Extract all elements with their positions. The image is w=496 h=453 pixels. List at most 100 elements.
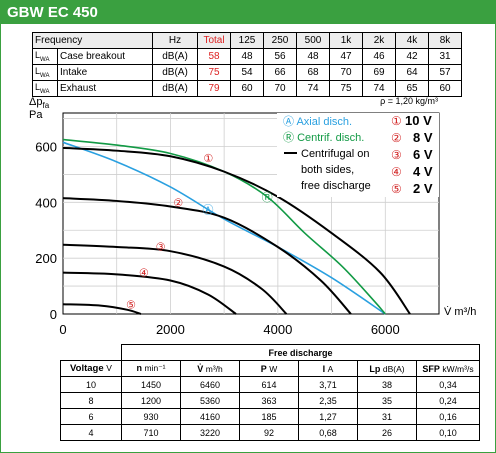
perf-cell: 1,27 <box>298 408 358 425</box>
noise-row-symbol: LWA <box>32 80 58 97</box>
curve-marker-icon: Ⓐ <box>203 203 214 216</box>
curve-labels: Ⓐ Ⓡ ① ② ③ ④ ⑤ <box>126 152 273 312</box>
noise-header-250: 250 <box>263 32 297 49</box>
x-tick-label: 0 <box>59 322 66 337</box>
legend-voltages: ① 10 V ② 8 V ③ 6 V ④ 4 V ⑤ 2 V <box>391 113 433 196</box>
perf-cell: 31 <box>357 408 417 425</box>
curve-marker-icon: ① <box>203 152 213 165</box>
y-tick-label: 0 <box>50 307 57 322</box>
noise-header-total: Total <box>197 32 231 49</box>
perf-empty-corner <box>60 344 122 361</box>
series-line-5 <box>62 303 142 315</box>
series-line-A <box>62 141 386 315</box>
curve-marker-icon: ② <box>173 197 183 210</box>
perf-cell: 92 <box>239 424 299 441</box>
voltage-marker-icon: ③ <box>391 148 402 162</box>
perf-cell: 614 <box>239 376 299 393</box>
perf-cell: 38 <box>357 376 417 393</box>
perf-group-row: Free discharge <box>60 344 480 361</box>
performance-table: Free discharge Voltage V n min⁻¹ V̇ m³/h… <box>60 344 480 441</box>
legend-box <box>277 113 439 197</box>
legend-free-line1: Centrifugal on <box>301 148 370 160</box>
curve-marker-icon: ⑤ <box>126 298 136 311</box>
legend-free-line2: both sides, <box>301 164 354 176</box>
perf-header-voltage: Voltage V <box>60 360 122 377</box>
perf-cell: 6 <box>60 408 122 425</box>
chart-ticks: 0 2000 4000 6000 0 200 400 600 <box>35 140 399 338</box>
y-tick-label: 600 <box>35 140 57 155</box>
series-line-1 <box>62 146 411 315</box>
perf-cell: 4 <box>60 424 122 441</box>
legend-voltage-label: 8 V <box>413 130 433 145</box>
noise-cell: 60 <box>230 80 264 97</box>
noise-table: Frequency Hz Total 125 250 500 1k 2k 4k … <box>32 32 462 97</box>
density-note: ρ = 1,20 kg/m³ <box>380 96 438 106</box>
y-axis-unit: Pa <box>29 109 43 121</box>
noise-cell: 60 <box>428 80 462 97</box>
perf-header-lp: Lp dB(A) <box>357 360 417 377</box>
voltage-marker-icon: ② <box>391 131 402 145</box>
perf-cell: 35 <box>357 392 417 409</box>
legend-centrif: Ⓡ Centrif. disch. <box>283 131 364 144</box>
curve-marker-icon: Ⓡ <box>262 191 273 204</box>
perf-cell: 1450 <box>121 376 181 393</box>
perf-cell: 363 <box>239 392 299 409</box>
legend-free-line3: free discharge <box>301 180 371 192</box>
perf-row: 6 930 4160 185 1,27 31 0,16 <box>60 408 480 425</box>
perf-cell: 4160 <box>180 408 240 425</box>
legend-voltage-label: 4 V <box>413 164 433 179</box>
perf-cell: 26 <box>357 424 417 441</box>
legend-voltage-label: 2 V <box>413 181 433 196</box>
series-line-3 <box>62 243 288 315</box>
y-tick-label: 200 <box>35 251 57 266</box>
perf-cell: 5360 <box>180 392 240 409</box>
noise-cell: 31 <box>428 48 462 65</box>
voltage-marker-icon: ⑤ <box>391 182 402 196</box>
perf-cell: 0,16 <box>416 408 480 425</box>
centrif-marker-icon: Ⓡ <box>283 131 294 144</box>
perf-row: 10 1450 6460 614 3,71 38 0,34 <box>60 376 480 393</box>
noise-header-hz: Hz <box>152 32 198 49</box>
noise-header-1k: 1k <box>329 32 363 49</box>
perf-cell: 2,35 <box>298 392 358 409</box>
x-tick-label: 4000 <box>263 322 292 337</box>
perf-cell: 3220 <box>180 424 240 441</box>
x-tick-label: 6000 <box>371 322 400 337</box>
x-axis-label: V̇ m³/h <box>444 305 476 318</box>
voltage-marker-icon: ① <box>391 114 402 128</box>
axial-marker-icon: Ⓐ <box>283 115 294 128</box>
noise-header-125: 125 <box>230 32 264 49</box>
perf-header-sfp: SFP kW/m³/s <box>416 360 480 377</box>
perf-header-airflow: V̇ m³/h <box>180 360 240 377</box>
series-line-R <box>62 138 386 315</box>
perf-cell: 10 <box>60 376 122 393</box>
perf-cell: 930 <box>121 408 181 425</box>
perf-cell: 710 <box>121 424 181 441</box>
perf-row: 4 710 3220 92 0,68 26 0,10 <box>60 424 480 441</box>
chart-series <box>62 138 411 315</box>
y-tick-label: 400 <box>35 195 57 210</box>
perf-cell: 0,10 <box>416 424 480 441</box>
perf-header-speed: n min⁻¹ <box>121 360 181 377</box>
series-line-2 <box>62 197 352 315</box>
legend-axial: Ⓐ Axial disch. <box>283 115 352 128</box>
noise-header-frequency: Frequency <box>32 32 153 49</box>
perf-cell: 6460 <box>180 376 240 393</box>
legend-voltage-label: 6 V <box>413 147 433 162</box>
noise-cell: 74 <box>296 80 330 97</box>
noise-row-total: 79 <box>197 80 231 97</box>
perf-cell: 3,71 <box>298 376 358 393</box>
perf-group-header: Free discharge <box>121 344 480 361</box>
noise-header-row: Frequency Hz Total 125 250 500 1k 2k 4k … <box>32 32 462 49</box>
perf-cell: 1200 <box>121 392 181 409</box>
y-axis-label: Δpfa <box>29 96 50 110</box>
noise-row-exhaust: LWA Exhaust dB(A) 79 60 70 74 75 74 65 6… <box>32 80 462 97</box>
perf-cell: 8 <box>60 392 122 409</box>
legend-voltage-label: 10 V <box>405 113 432 128</box>
noise-header-8k: 8k <box>428 32 462 49</box>
voltage-marker-icon: ④ <box>391 165 402 179</box>
perf-header-power: P W <box>239 360 299 377</box>
series-line-4 <box>62 271 237 315</box>
